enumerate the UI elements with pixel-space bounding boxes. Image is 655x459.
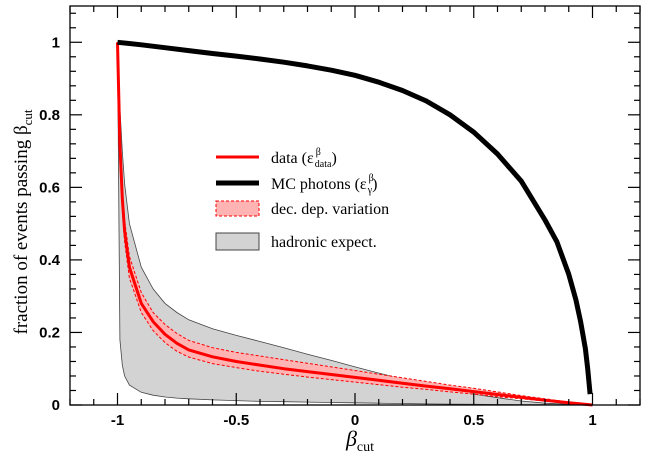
legend-swatch-hadronic-expect: [215, 232, 260, 251]
y-tick-label: 0: [52, 397, 60, 414]
legend-label-hadronic-expect: hadronic expect.: [271, 234, 377, 251]
band-area-hadronic-expect: [117, 42, 593, 406]
y-tick-label: 0.2: [39, 324, 60, 341]
y-tick-label: 0.6: [39, 179, 60, 196]
legend-label-mc-photons: MC photons (ε β γ): [271, 173, 377, 196]
legend: data (ε β data) MC photons (ε β γ) dec. dep.…: [215, 147, 389, 251]
x-tick-label: 0: [351, 412, 359, 429]
x-tick-label: -0.5: [223, 412, 249, 429]
y-tick-label: 1: [52, 34, 60, 51]
legend-label-data: data (ε β data): [271, 147, 337, 170]
y-axis-label: fraction of events passing βcut: [11, 109, 35, 334]
band-upper-edge-dec-dep-variation: [117, 42, 593, 406]
band-lower-edge-dec-dep-variation: [117, 42, 593, 406]
legend-swatch-dec-dep-variation: [215, 200, 260, 217]
series-line-mc-photons: [117, 39, 593, 395]
y-tick-label: 0.8: [39, 107, 60, 124]
y-tick-label: 0.4: [39, 252, 61, 269]
axis-ticks: -1 -0.5 0 0.5 1 0 0.2 0.4 0.6 0.8 1: [39, 6, 641, 429]
x-tick-label: 1: [588, 412, 596, 429]
x-axis-label: βcut: [345, 426, 374, 455]
x-tick-label: 0.5: [463, 412, 484, 429]
x-tick-label: -1: [111, 412, 124, 429]
legend-label-dec-dep-variation: dec. dep. variation: [271, 201, 389, 218]
series-lines: [116, 39, 593, 407]
band-upper-edge-hadronic-expect: [117, 42, 593, 406]
series-line-data: [116, 42, 593, 407]
